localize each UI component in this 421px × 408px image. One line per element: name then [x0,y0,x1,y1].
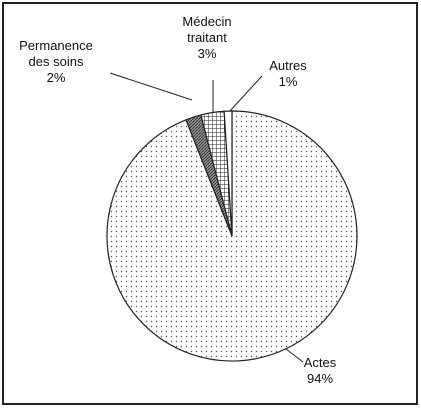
slice-label: Permanence des soins 2% [10,38,102,86]
leader-line [109,72,193,101]
leader-line [228,75,263,113]
category-label: Actes [303,355,337,370]
frame [2,2,418,405]
slice-label: Médecin traitant 3% [165,14,249,62]
pie-slice [223,110,233,237]
category-label: Médecin traitant [182,14,232,45]
pie-slice [106,110,358,362]
slice-label: Actes 94% [282,355,358,387]
value-label: 94% [306,371,334,386]
value-label: 3% [197,46,217,61]
pie [106,110,358,362]
value-label: 2% [46,70,66,85]
slice-label: Autres 1% [250,58,326,90]
category-label: Autres [269,58,307,73]
category-label: Permanence des soins [19,38,93,69]
value-label: 1% [278,74,298,89]
